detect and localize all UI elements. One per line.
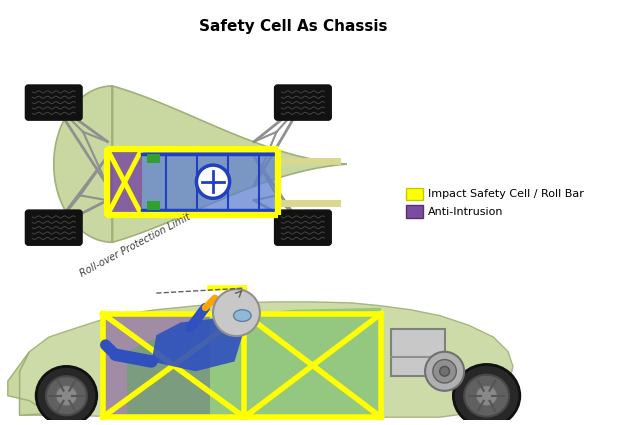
FancyBboxPatch shape xyxy=(25,85,82,120)
FancyBboxPatch shape xyxy=(275,210,331,245)
Text: Safety Cell As Chassis: Safety Cell As Chassis xyxy=(199,19,388,34)
Bar xyxy=(391,329,445,376)
Circle shape xyxy=(440,366,450,376)
Polygon shape xyxy=(102,314,210,417)
Ellipse shape xyxy=(36,366,97,425)
Text: Anti-Intrusion: Anti-Intrusion xyxy=(428,207,503,217)
Circle shape xyxy=(197,165,229,198)
Ellipse shape xyxy=(464,375,509,417)
Circle shape xyxy=(425,352,464,391)
Ellipse shape xyxy=(56,385,78,406)
Bar xyxy=(405,187,423,200)
Ellipse shape xyxy=(46,376,87,415)
Polygon shape xyxy=(54,86,347,242)
Polygon shape xyxy=(127,308,381,415)
Bar xyxy=(146,201,160,210)
Polygon shape xyxy=(151,317,244,371)
Circle shape xyxy=(213,289,260,336)
Polygon shape xyxy=(8,352,49,415)
Bar xyxy=(146,154,160,163)
Circle shape xyxy=(433,360,456,383)
FancyBboxPatch shape xyxy=(275,85,331,120)
Polygon shape xyxy=(142,150,278,215)
Ellipse shape xyxy=(476,385,497,406)
Polygon shape xyxy=(107,150,142,215)
Polygon shape xyxy=(20,302,513,417)
FancyBboxPatch shape xyxy=(25,210,82,245)
Text: Roll-over Protection Limit: Roll-over Protection Limit xyxy=(78,212,192,278)
Ellipse shape xyxy=(234,310,251,321)
Text: Impact Safety Cell / Roll Bar: Impact Safety Cell / Roll Bar xyxy=(428,190,584,199)
Bar xyxy=(405,205,423,218)
Ellipse shape xyxy=(453,365,520,425)
